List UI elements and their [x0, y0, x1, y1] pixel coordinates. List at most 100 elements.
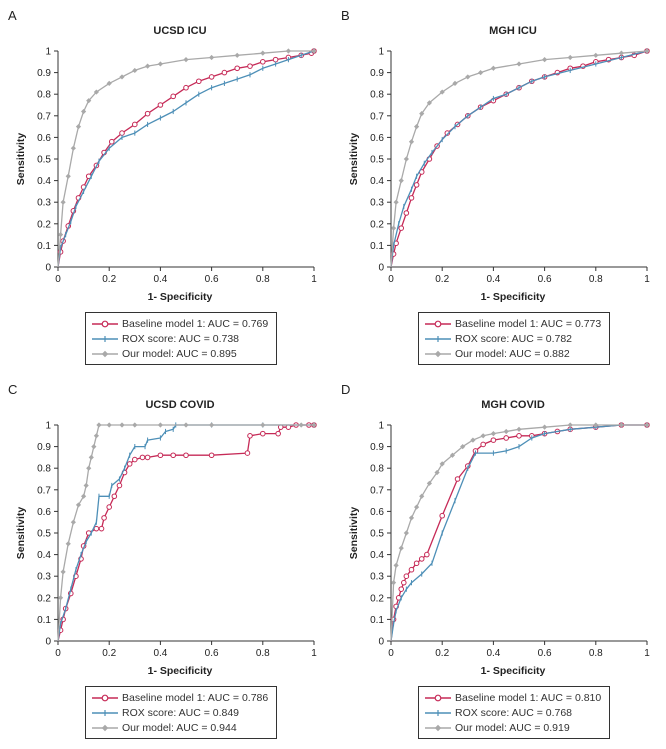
y-axis-label: Sensitivity — [348, 507, 360, 560]
point-baseline — [401, 579, 407, 586]
y-tick-label: 1 — [45, 421, 51, 432]
x-tick-label: 0 — [388, 648, 394, 659]
point-baseline — [111, 493, 118, 500]
x-tick-label: 1 — [311, 648, 317, 659]
panel-letter: C — [8, 382, 17, 397]
point-baseline — [98, 525, 105, 532]
legend-swatch-rox — [425, 333, 451, 345]
y-tick-label: 0.2 — [370, 593, 384, 604]
point-ours — [70, 145, 76, 151]
point-ours — [260, 50, 266, 56]
point-ours — [478, 70, 484, 76]
series-line-baseline — [390, 424, 647, 642]
panel-letter: D — [341, 382, 350, 397]
point-ours — [132, 422, 138, 428]
chart-title: UCSD ICU — [153, 25, 206, 37]
legend-entry-baseline: Baseline model 1: AUC = 0.769 — [92, 316, 268, 331]
x-tick-label: 0.2 — [435, 274, 449, 285]
point-baseline — [101, 515, 107, 521]
panel-d: D MGH COVID 0 0.1 0.2 0.3 0.4 0.5 0.6 0.7 0.8 0.9 1 0… — [333, 374, 666, 748]
series-line-rox — [390, 424, 647, 642]
point-baseline — [413, 182, 420, 188]
y-tick-label: 0.3 — [370, 198, 384, 209]
x-axis-label: 1- Specificity — [148, 665, 213, 677]
series-baseline — [57, 422, 317, 642]
legend-ucsd-covid: Baseline model 1: AUC = 0.786 ROX score:… — [85, 686, 278, 739]
series-rox — [57, 48, 315, 268]
point-baseline — [144, 454, 151, 461]
point-ours — [567, 54, 573, 61]
x-axis-label: 1- Specificity — [481, 291, 546, 303]
y-tick-label: 0.1 — [37, 241, 51, 252]
point-ours — [465, 74, 471, 80]
y-tick-label: 1 — [45, 47, 51, 58]
legend-entry-rox: ROX score: AUC = 0.768 — [425, 705, 601, 720]
chart-title: UCSD COVID — [145, 399, 214, 411]
point-ours — [65, 173, 71, 179]
point-ours — [542, 57, 548, 63]
x-tick-label: 0.4 — [486, 648, 500, 659]
point-ours — [86, 465, 92, 471]
x-tick-label: 1 — [644, 648, 650, 659]
point-ours — [414, 504, 420, 510]
point-baseline — [119, 130, 125, 136]
y-tick-label: 0.5 — [370, 529, 384, 540]
point-baseline — [454, 476, 461, 482]
y-tick-label: 0.9 — [37, 442, 51, 453]
y-tick-label: 0.8 — [37, 90, 51, 101]
legend-entry-ours: Our model: AUC = 0.944 — [92, 720, 268, 735]
x-tick-label: 1 — [644, 274, 650, 285]
y-tick-label: 0.4 — [37, 550, 51, 561]
legend-label-baseline: Baseline model 1: AUC = 0.769 — [122, 317, 269, 330]
y-tick-label: 0.7 — [370, 485, 384, 496]
point-ours — [470, 437, 476, 443]
series-line-rox — [57, 50, 315, 268]
series-ours — [57, 48, 317, 268]
point-ours — [96, 422, 102, 428]
point-ours — [298, 422, 304, 428]
y-tick-label: 0 — [378, 637, 384, 648]
x-tick-label: 0.6 — [538, 274, 552, 285]
series-line-baseline — [57, 50, 315, 268]
point-ours — [81, 108, 87, 115]
legend-swatch-rox — [425, 707, 451, 719]
legend-entry-ours: Our model: AUC = 0.895 — [92, 346, 268, 361]
point-ours — [106, 80, 112, 86]
legend-entry-baseline: Baseline model 1: AUC = 0.773 — [425, 316, 601, 331]
point-baseline — [418, 556, 425, 562]
point-ours — [57, 232, 64, 238]
point-ours — [567, 422, 573, 428]
x-tick-label: 0.2 — [102, 274, 116, 285]
series-line-ours — [57, 424, 314, 642]
legend-swatch-ours — [92, 348, 118, 360]
legend-swatch-rox — [92, 333, 118, 345]
y-tick-label: 0.8 — [37, 464, 51, 475]
point-ours — [452, 80, 458, 86]
point-baseline — [170, 452, 176, 459]
point-baseline — [208, 452, 215, 459]
x-tick-label: 1 — [311, 274, 317, 285]
y-tick-label: 1 — [378, 421, 384, 432]
point-baseline — [398, 225, 405, 231]
y-tick-label: 0 — [378, 263, 384, 274]
y-axis-label: Sensitivity — [15, 507, 27, 560]
y-tick-label: 0.9 — [37, 68, 51, 79]
x-tick-label: 0.4 — [153, 648, 167, 659]
y-tick-label: 0.2 — [37, 219, 51, 230]
series-baseline — [390, 48, 650, 268]
y-axis-label: Sensitivity — [15, 133, 27, 186]
point-baseline — [183, 452, 189, 459]
point-ours — [414, 124, 420, 130]
x-tick-label: 0.8 — [589, 648, 603, 659]
series-rox — [390, 422, 648, 642]
point-ours — [83, 482, 89, 489]
series-line-ours — [390, 424, 647, 642]
point-ours — [285, 48, 291, 54]
point-ours — [618, 50, 624, 56]
legend-label-rox: ROX score: AUC = 0.782 — [455, 332, 573, 345]
point-baseline — [408, 566, 415, 573]
point-ours — [644, 48, 650, 54]
legend-entry-ours: Our model: AUC = 0.882 — [425, 346, 601, 361]
point-ours — [119, 422, 125, 428]
series-line-ours — [57, 50, 314, 268]
